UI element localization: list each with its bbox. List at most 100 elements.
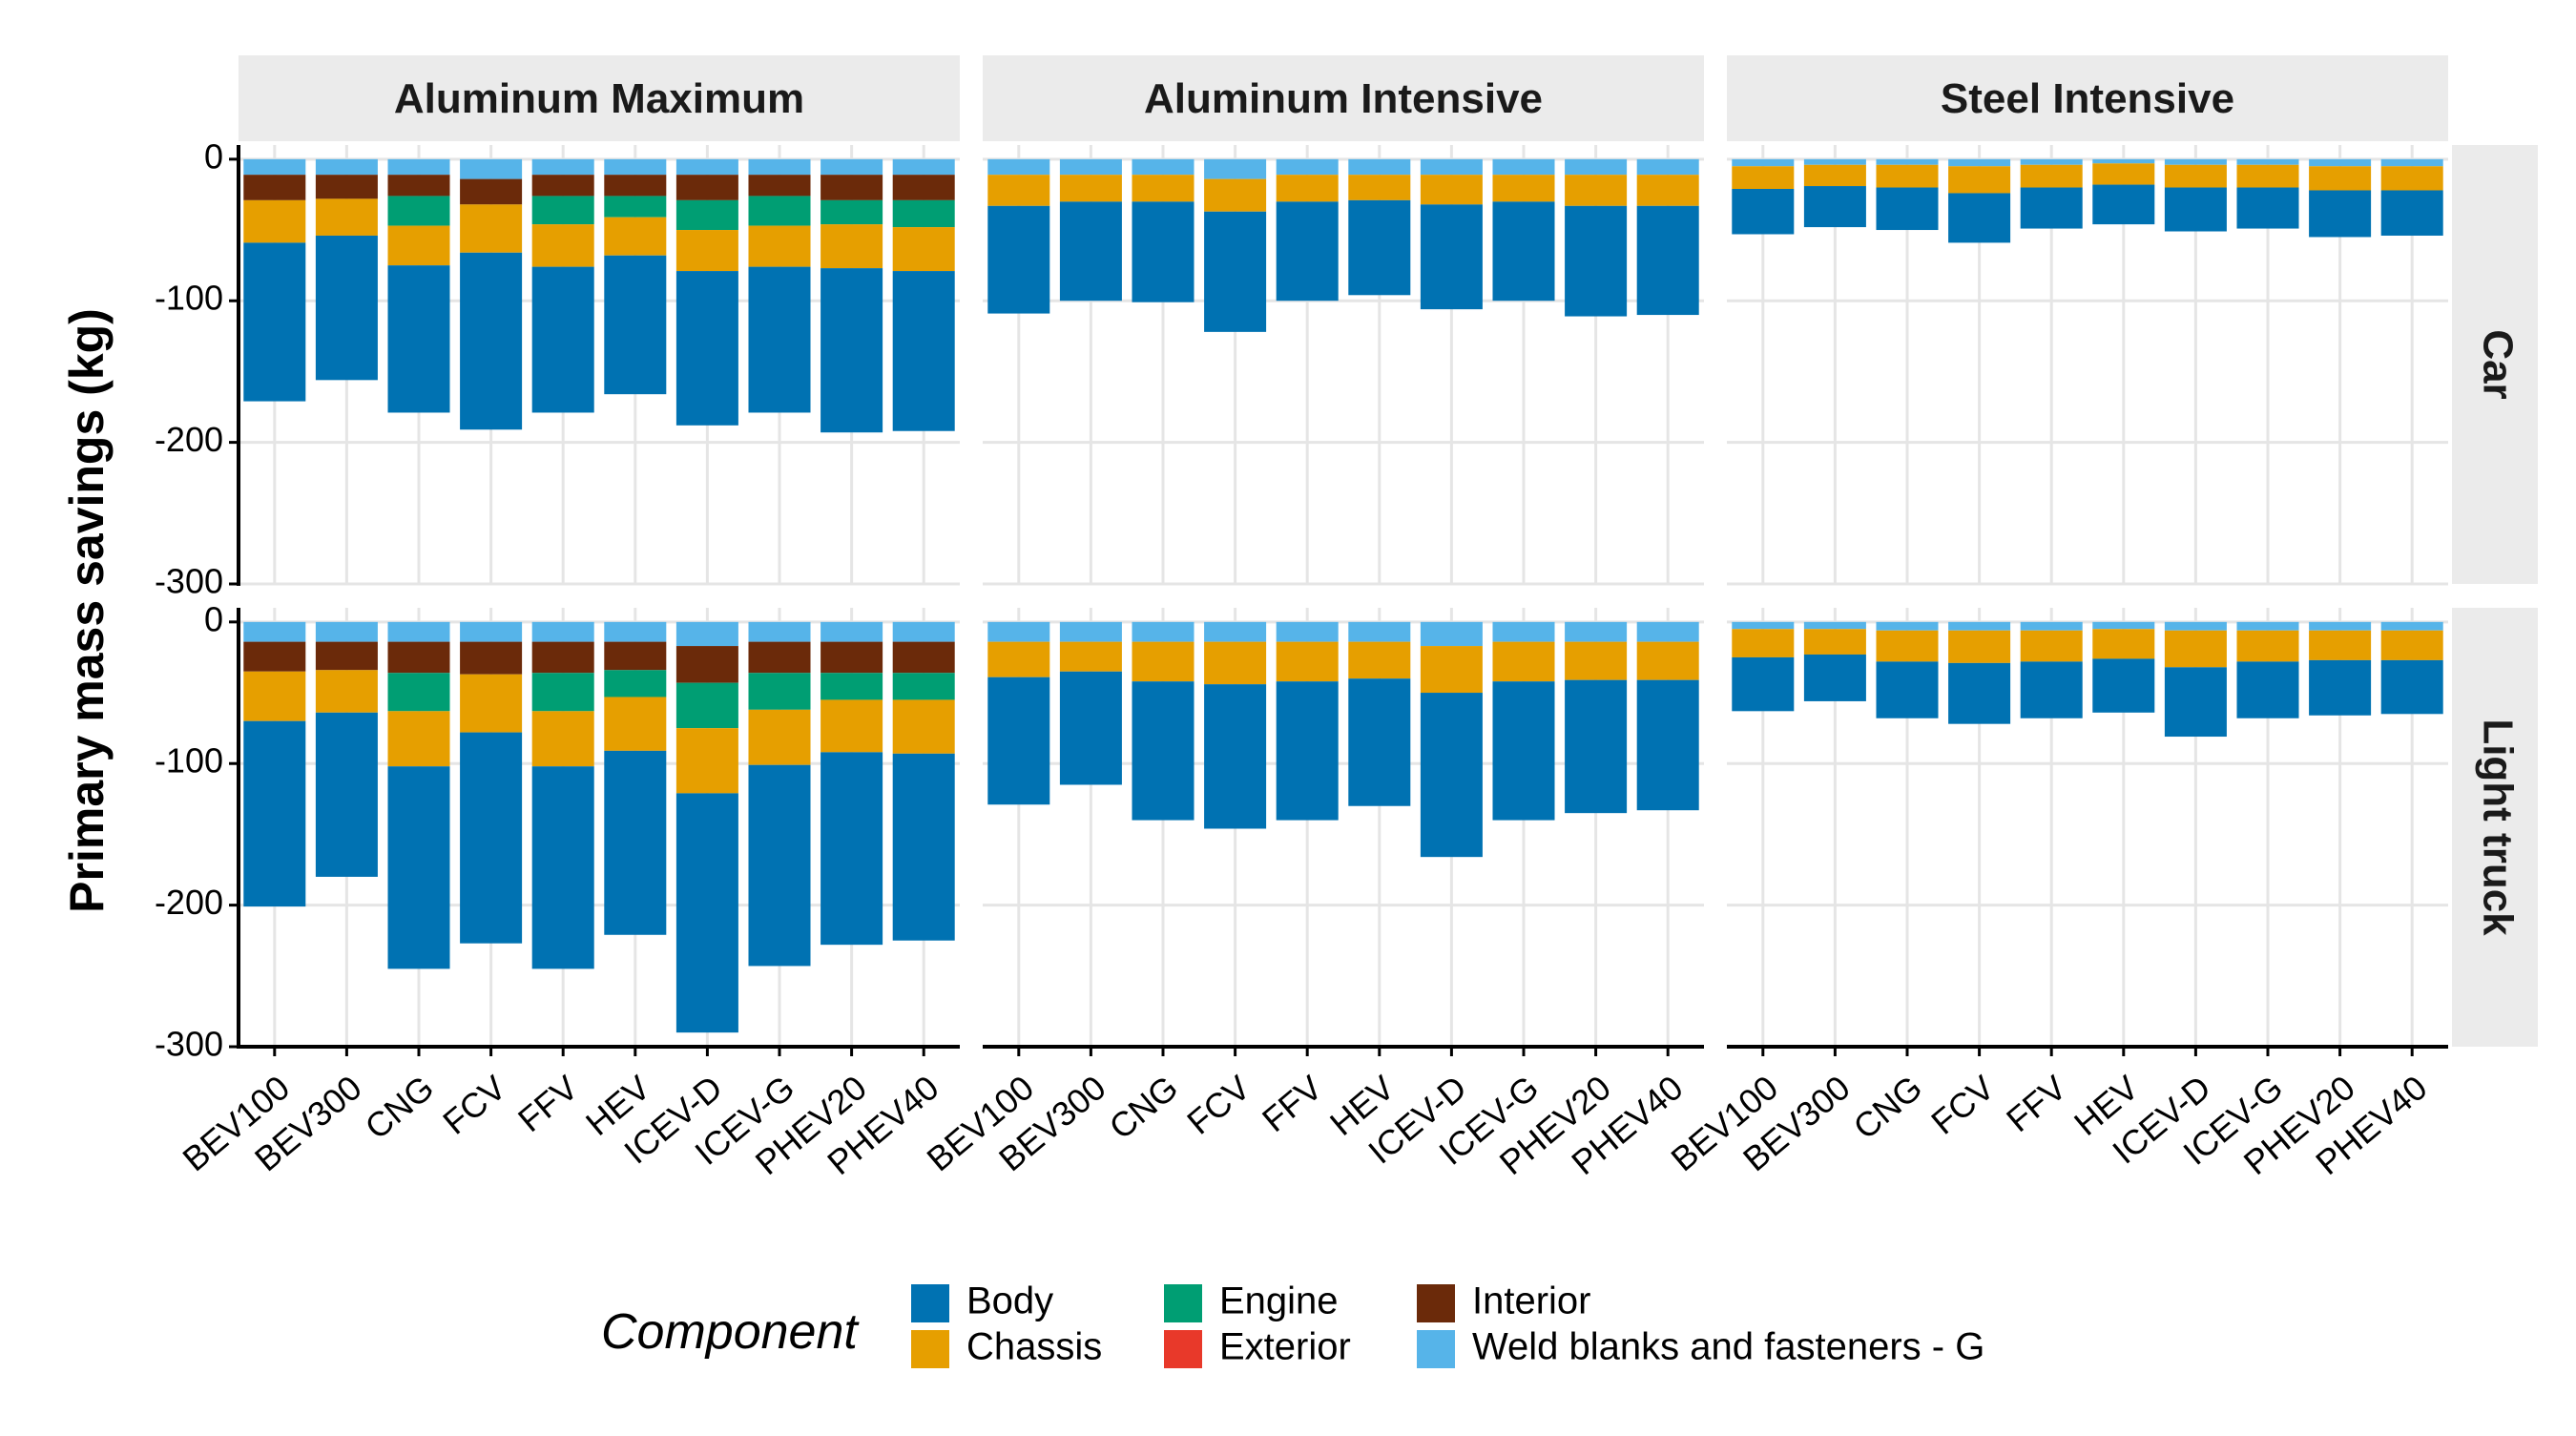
bar-weld-blanks-and-fasteners-g-icev-d — [1420, 621, 1483, 647]
bar-weld-blanks-and-fasteners-g-ffv — [531, 621, 594, 642]
bar-body-hev — [1348, 678, 1411, 806]
bar-body-cng — [387, 265, 450, 413]
bar-weld-blanks-and-fasteners-g-cng — [1876, 158, 1939, 165]
bar-engine-ffv — [531, 196, 594, 225]
bar-weld-blanks-and-fasteners-g-phev40 — [2380, 621, 2443, 631]
bar-weld-blanks-and-fasteners-g-phev20 — [821, 621, 883, 642]
bar-body-icev-g — [748, 266, 811, 413]
bar-interior-cng — [387, 641, 450, 674]
bar-chassis-cng — [387, 225, 450, 266]
bar-chassis-cng — [1132, 175, 1195, 202]
bar-chassis-phev40 — [1636, 641, 1699, 680]
bar-body-icev-g — [748, 764, 811, 967]
bar-chassis-icev-g — [2236, 164, 2299, 188]
bar-body-bev100 — [243, 720, 306, 907]
bar-interior-phev40 — [892, 175, 955, 200]
bar-chassis-phev40 — [892, 227, 955, 272]
x-tick-label-ffv: FFV — [1999, 1068, 2073, 1139]
bar-interior-ffv — [531, 641, 594, 674]
bar-engine-phev40 — [892, 673, 955, 700]
bar-chassis-bev300 — [315, 670, 378, 713]
bar-engine-phev40 — [892, 199, 955, 228]
bar-weld-blanks-and-fasteners-g-hev — [1348, 621, 1411, 642]
bar-weld-blanks-and-fasteners-g-phev40 — [1636, 158, 1699, 176]
bar-interior-icev-d — [675, 175, 738, 200]
bar-body-bev100 — [987, 676, 1050, 805]
bar-weld-blanks-and-fasteners-g-phev40 — [1636, 621, 1699, 642]
bar-chassis-phev40 — [1636, 175, 1699, 206]
bar-weld-blanks-and-fasteners-g-icev-d — [1420, 158, 1483, 176]
facet-strip-steel-intensive — [1727, 55, 2448, 141]
bar-chassis-bev100 — [987, 175, 1050, 206]
bar-chassis-icev-g — [1492, 641, 1555, 682]
bar-body-cng — [1876, 661, 1939, 718]
bar-weld-blanks-and-fasteners-g-icev-g — [1492, 621, 1555, 642]
bar-interior-icev-g — [748, 641, 811, 674]
bar-body-fcv — [1948, 193, 2011, 243]
bar-body-icev-d — [1420, 693, 1483, 858]
bar-body-hev — [2092, 184, 2155, 225]
bar-body-bev300 — [1059, 201, 1122, 302]
bar-weld-blanks-and-fasteners-g-icev-d — [2164, 621, 2227, 631]
bar-body-phev20 — [821, 268, 883, 433]
bar-chassis-phev40 — [2380, 166, 2443, 191]
y-axis-title: Primary mass savings (kg) — [60, 308, 114, 913]
bar-weld-blanks-and-fasteners-g-cng — [1132, 158, 1195, 176]
bar-body-fcv — [1204, 684, 1267, 829]
bar-weld-blanks-and-fasteners-g-hev — [1348, 158, 1411, 176]
bar-body-phev20 — [1565, 679, 1628, 814]
bar-engine-phev20 — [821, 673, 883, 700]
bar-chassis-phev40 — [892, 699, 955, 754]
bar-engine-hev — [604, 196, 667, 218]
bar-weld-blanks-and-fasteners-g-phev40 — [2380, 158, 2443, 167]
x-tick-label-fcv: FCV — [435, 1068, 513, 1142]
legend-swatch-engine — [1164, 1284, 1202, 1322]
facet-strip-car — [2452, 145, 2538, 584]
y-tick-label: -200 — [155, 420, 223, 459]
bar-interior-hev — [604, 641, 667, 671]
bar-body-cng — [1132, 201, 1195, 302]
bar-chassis-phev20 — [2309, 166, 2372, 191]
bar-weld-blanks-and-fasteners-g-ffv — [1276, 158, 1339, 176]
bar-weld-blanks-and-fasteners-g-bev300 — [1803, 621, 1866, 630]
bar-weld-blanks-and-fasteners-g-fcv — [1948, 621, 2011, 631]
bar-chassis-fcv — [460, 674, 523, 733]
bar-chassis-phev20 — [821, 224, 883, 269]
bar-chassis-cng — [387, 711, 450, 767]
bar-weld-blanks-and-fasteners-g-bev300 — [315, 158, 378, 176]
bar-weld-blanks-and-fasteners-g-icev-g — [2236, 158, 2299, 165]
bar-chassis-phev20 — [821, 699, 883, 753]
bar-body-bev100 — [1732, 656, 1795, 712]
bar-weld-blanks-and-fasteners-g-icev-d — [675, 158, 738, 176]
bar-weld-blanks-and-fasteners-g-hev — [2092, 158, 2155, 164]
bar-body-cng — [1876, 187, 1939, 231]
bar-chassis-bev300 — [315, 198, 378, 236]
legend-label-chassis: Chassis — [966, 1326, 1102, 1368]
facet-title-light-truck: Light truck — [2474, 718, 2521, 936]
bar-body-bev300 — [315, 235, 378, 381]
bar-body-phev40 — [2380, 659, 2443, 715]
bar-weld-blanks-and-fasteners-g-hev — [604, 621, 667, 642]
y-tick-label: -200 — [155, 883, 223, 922]
bar-chassis-icev-d — [2164, 164, 2227, 188]
bar-chassis-phev40 — [2380, 630, 2443, 660]
bar-body-hev — [604, 750, 667, 935]
bar-body-cng — [1132, 681, 1195, 821]
bar-body-icev-g — [2236, 661, 2299, 718]
bar-chassis-icev-g — [1492, 175, 1555, 202]
bar-weld-blanks-and-fasteners-g-phev20 — [1565, 158, 1628, 176]
bar-body-icev-d — [2164, 187, 2227, 232]
facet-title-aluminum-intensive: Aluminum Intensive — [1144, 75, 1543, 122]
bar-interior-hev — [604, 175, 667, 197]
bar-weld-blanks-and-fasteners-g-bev300 — [315, 621, 378, 642]
bar-interior-fcv — [460, 178, 523, 205]
bar-interior-bev300 — [315, 175, 378, 199]
bar-chassis-fcv — [460, 204, 523, 253]
bar-body-phev40 — [892, 753, 955, 941]
bar-body-bev300 — [1803, 186, 1866, 228]
bar-interior-bev100 — [243, 641, 306, 672]
y-tick-label: -300 — [155, 1025, 223, 1064]
bar-body-ffv — [1276, 681, 1339, 821]
legend-label-weld-blanks-and-fasteners-g: Weld blanks and fasteners - G — [1472, 1326, 1984, 1368]
bar-body-ffv — [1276, 201, 1339, 302]
